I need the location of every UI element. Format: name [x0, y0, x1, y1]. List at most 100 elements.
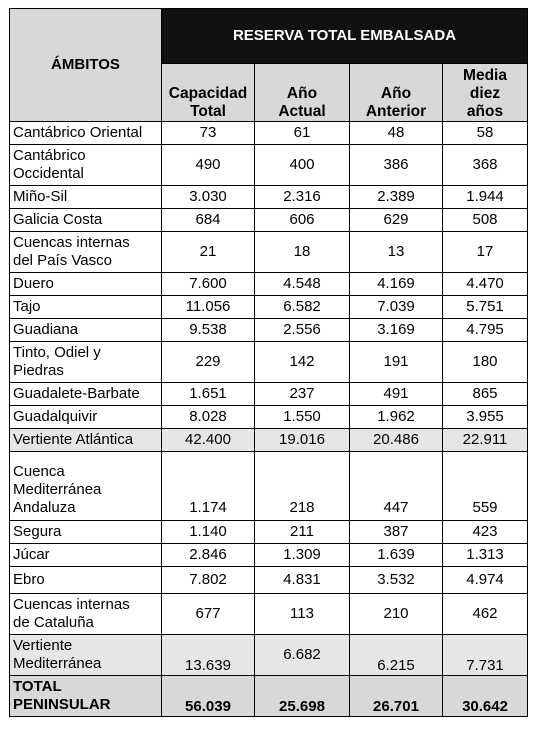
row-label: Cuencas internas del País Vasco — [9, 231, 162, 273]
cell-capacidad: 684 — [161, 208, 255, 232]
reservoir-table: ÁMBITOS RESERVA TOTAL EMBALSADA Capacida… — [9, 8, 529, 717]
total-row: TOTAL PENINSULAR 56.039 25.698 26.701 30… — [9, 675, 529, 717]
cell-media: 508 — [441, 208, 529, 232]
row-label: Cuenca Mediterránea Andaluza — [9, 451, 162, 521]
cell-ano-anterior: 191 — [349, 341, 443, 383]
cell-media: 180 — [441, 341, 529, 383]
row-label: Galicia Costa — [9, 208, 162, 232]
cell-capacidad: 56.039 — [161, 675, 255, 717]
cell-ano-actual: 1.550 — [254, 405, 350, 429]
cell-ano-actual: 142 — [254, 341, 350, 383]
cell-ano-anterior: 3.532 — [349, 566, 443, 594]
cell-capacidad: 1.651 — [161, 382, 255, 406]
cell-media: 4.974 — [441, 566, 529, 594]
cell-ano-actual: 400 — [254, 144, 350, 186]
subtotal-row: Vertiente Mediterránea 13.639 6.682 6.21… — [9, 634, 529, 676]
cell-media: 22.911 — [441, 428, 529, 452]
cell-media: 1.313 — [441, 543, 529, 567]
cell-capacidad: 21 — [161, 231, 255, 273]
cell-ano-anterior: 387 — [349, 520, 443, 544]
cell-ano-actual: 113 — [254, 593, 350, 635]
table-row: Cuenca Mediterránea Andaluza 1.174 218 4… — [9, 451, 529, 521]
cell-ano-actual: 4.831 — [254, 566, 350, 594]
table-row: Júcar 2.846 1.309 1.639 1.313 — [9, 543, 529, 567]
reserva-total-header: RESERVA TOTAL EMBALSADA — [160, 8, 529, 64]
cell-ano-actual: 2.316 — [254, 185, 350, 209]
cell-ano-anterior: 1.962 — [349, 405, 443, 429]
cell-ano-actual: 25.698 — [254, 675, 350, 717]
table-row: Guadalquivir 8.028 1.550 1.962 3.955 — [9, 405, 529, 429]
cell-ano-anterior: 3.169 — [349, 318, 443, 342]
cell-ano-actual: 61 — [254, 121, 350, 145]
row-label: Guadiana — [9, 318, 162, 342]
row-label: Vertiente Mediterránea — [9, 634, 162, 676]
cell-media: 30.642 — [441, 675, 529, 717]
cell-capacidad: 13.639 — [161, 634, 255, 676]
table-row: Tajo 11.056 6.582 7.039 5.751 — [9, 295, 529, 319]
col-header-media: Media diez años — [441, 63, 529, 122]
cell-capacidad: 3.030 — [161, 185, 255, 209]
cell-media: 462 — [441, 593, 529, 635]
table-row: Duero 7.600 4.548 4.169 4.470 — [9, 272, 529, 296]
cell-ano-actual: 18 — [254, 231, 350, 273]
cell-ano-anterior: 1.639 — [349, 543, 443, 567]
cell-capacidad: 1.140 — [161, 520, 255, 544]
cell-ano-anterior: 386 — [349, 144, 443, 186]
cell-ano-actual: 218 — [254, 451, 350, 521]
row-label: Duero — [9, 272, 162, 296]
cell-media: 5.751 — [441, 295, 529, 319]
cell-ano-actual: 1.309 — [254, 543, 350, 567]
cell-capacidad: 73 — [161, 121, 255, 145]
table-row: Segura 1.140 211 387 423 — [9, 520, 529, 544]
cell-ano-anterior: 7.039 — [349, 295, 443, 319]
row-label: Segura — [9, 520, 162, 544]
cell-ano-actual: 606 — [254, 208, 350, 232]
row-label: Cantábrico Oriental — [9, 121, 162, 145]
cell-ano-actual: 211 — [254, 520, 350, 544]
cell-capacidad: 7.802 — [161, 566, 255, 594]
cell-ano-anterior: 447 — [349, 451, 443, 521]
row-label: Cuencas internas de Cataluña — [9, 593, 162, 635]
col-header-ano-anterior: Año Anterior — [349, 63, 443, 122]
cell-capacidad: 2.846 — [161, 543, 255, 567]
cell-ano-anterior: 13 — [349, 231, 443, 273]
cell-ano-anterior: 491 — [349, 382, 443, 406]
table-row: Cantábrico Oriental 73 61 48 58 — [9, 121, 529, 145]
cell-ano-anterior: 26.701 — [349, 675, 443, 717]
cell-media: 4.795 — [441, 318, 529, 342]
table-row: Miño-Sil 3.030 2.316 2.389 1.944 — [9, 185, 529, 209]
cell-media: 368 — [441, 144, 529, 186]
row-label: Miño-Sil — [9, 185, 162, 209]
cell-media: 3.955 — [441, 405, 529, 429]
cell-media: 58 — [441, 121, 529, 145]
cell-ano-anterior: 210 — [349, 593, 443, 635]
cell-capacidad: 9.538 — [161, 318, 255, 342]
cell-capacidad: 11.056 — [161, 295, 255, 319]
cell-ano-anterior: 48 — [349, 121, 443, 145]
cell-media: 423 — [441, 520, 529, 544]
cell-ano-anterior: 20.486 — [349, 428, 443, 452]
cell-ano-actual: 6.682 — [254, 634, 350, 676]
table-row: Cuencas internas de Cataluña 677 113 210… — [9, 593, 529, 635]
col-header-ano-actual: Año Actual — [254, 63, 350, 122]
row-label: Guadalete-Barbate — [9, 382, 162, 406]
cell-media: 7.731 — [441, 634, 529, 676]
table-row: Ebro 7.802 4.831 3.532 4.974 — [9, 566, 529, 594]
cell-ano-anterior: 6.215 — [349, 634, 443, 676]
cell-capacidad: 8.028 — [161, 405, 255, 429]
cell-capacidad: 7.600 — [161, 272, 255, 296]
row-label: TOTAL PENINSULAR — [9, 675, 162, 717]
cell-ano-actual: 6.582 — [254, 295, 350, 319]
row-label: Ebro — [9, 566, 162, 594]
cell-media: 865 — [441, 382, 529, 406]
table-row: Cantábrico Occidental 490 400 386 368 — [9, 144, 529, 186]
cell-capacidad: 1.174 — [161, 451, 255, 521]
table-row: Galicia Costa 684 606 629 508 — [9, 208, 529, 232]
row-label: Cantábrico Occidental — [9, 144, 162, 186]
table-row: Tinto, Odiel y Piedras 229 142 191 180 — [9, 341, 529, 383]
cell-media: 17 — [441, 231, 529, 273]
row-label: Júcar — [9, 543, 162, 567]
table-row: Guadiana 9.538 2.556 3.169 4.795 — [9, 318, 529, 342]
col-header-capacidad: Capacidad Total — [161, 63, 255, 122]
subtotal-row: Vertiente Atlántica 42.400 19.016 20.486… — [9, 428, 529, 452]
